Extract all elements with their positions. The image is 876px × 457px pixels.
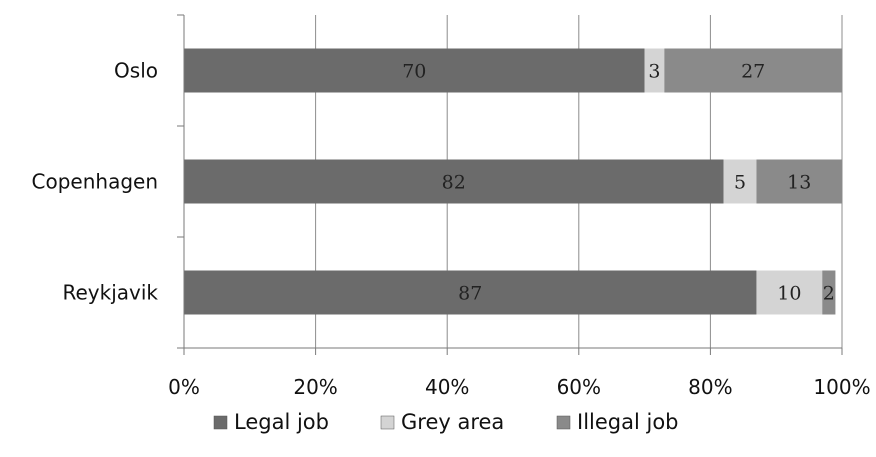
x-tick-label: 20% bbox=[293, 375, 337, 399]
data-label: 70 bbox=[402, 61, 426, 83]
data-label: 27 bbox=[741, 61, 765, 83]
bar-grey-area-oslo bbox=[644, 48, 665, 93]
bar-grey-area-reykjavik bbox=[756, 270, 823, 315]
x-tick-label: 40% bbox=[425, 375, 469, 399]
bar-illegal-job-oslo bbox=[664, 48, 842, 93]
category-label: Reykjavik bbox=[62, 281, 158, 305]
bars bbox=[184, 48, 842, 315]
data-label: 82 bbox=[442, 172, 466, 194]
x-tick-label: 100% bbox=[813, 375, 870, 399]
legend-swatch-2 bbox=[556, 415, 571, 430]
x-tick-label: 0% bbox=[168, 375, 200, 399]
x-tick-labels: 0% 20% 40% 60% 80% 100% bbox=[168, 375, 870, 399]
legend-swatch-0 bbox=[213, 415, 228, 430]
bar-grey-area-copenhagen bbox=[723, 159, 757, 204]
category-label: Copenhagen bbox=[32, 170, 158, 194]
bar-legal-job-oslo bbox=[184, 48, 645, 93]
axes bbox=[177, 14, 843, 355]
x-tick-label: 80% bbox=[688, 375, 732, 399]
legend-label: Illegal job bbox=[577, 410, 679, 434]
x-tick-label: 60% bbox=[557, 375, 601, 399]
bar-legal-job-copenhagen bbox=[184, 159, 724, 204]
data-label: 5 bbox=[734, 172, 746, 194]
data-label: 87 bbox=[458, 283, 482, 305]
bar-legal-job-reykjavik bbox=[184, 270, 757, 315]
category-label: Oslo bbox=[114, 59, 158, 83]
data-labels: 70 3 27 82 5 13 87 10 2 bbox=[402, 61, 835, 305]
data-label: 3 bbox=[648, 61, 660, 83]
bar-illegal-job-reykjavik bbox=[822, 270, 836, 315]
legend-swatch-1 bbox=[380, 415, 395, 430]
legend: Legal job Grey area Illegal job bbox=[213, 410, 679, 434]
bar-illegal-job-copenhagen bbox=[756, 159, 842, 204]
data-label: 10 bbox=[777, 283, 801, 305]
data-label: 2 bbox=[823, 283, 835, 305]
category-labels: Oslo Copenhagen Reykjavik bbox=[32, 59, 159, 305]
data-label: 13 bbox=[787, 172, 811, 194]
legend-label: Grey area bbox=[401, 410, 504, 434]
legend-label: Legal job bbox=[234, 410, 329, 434]
